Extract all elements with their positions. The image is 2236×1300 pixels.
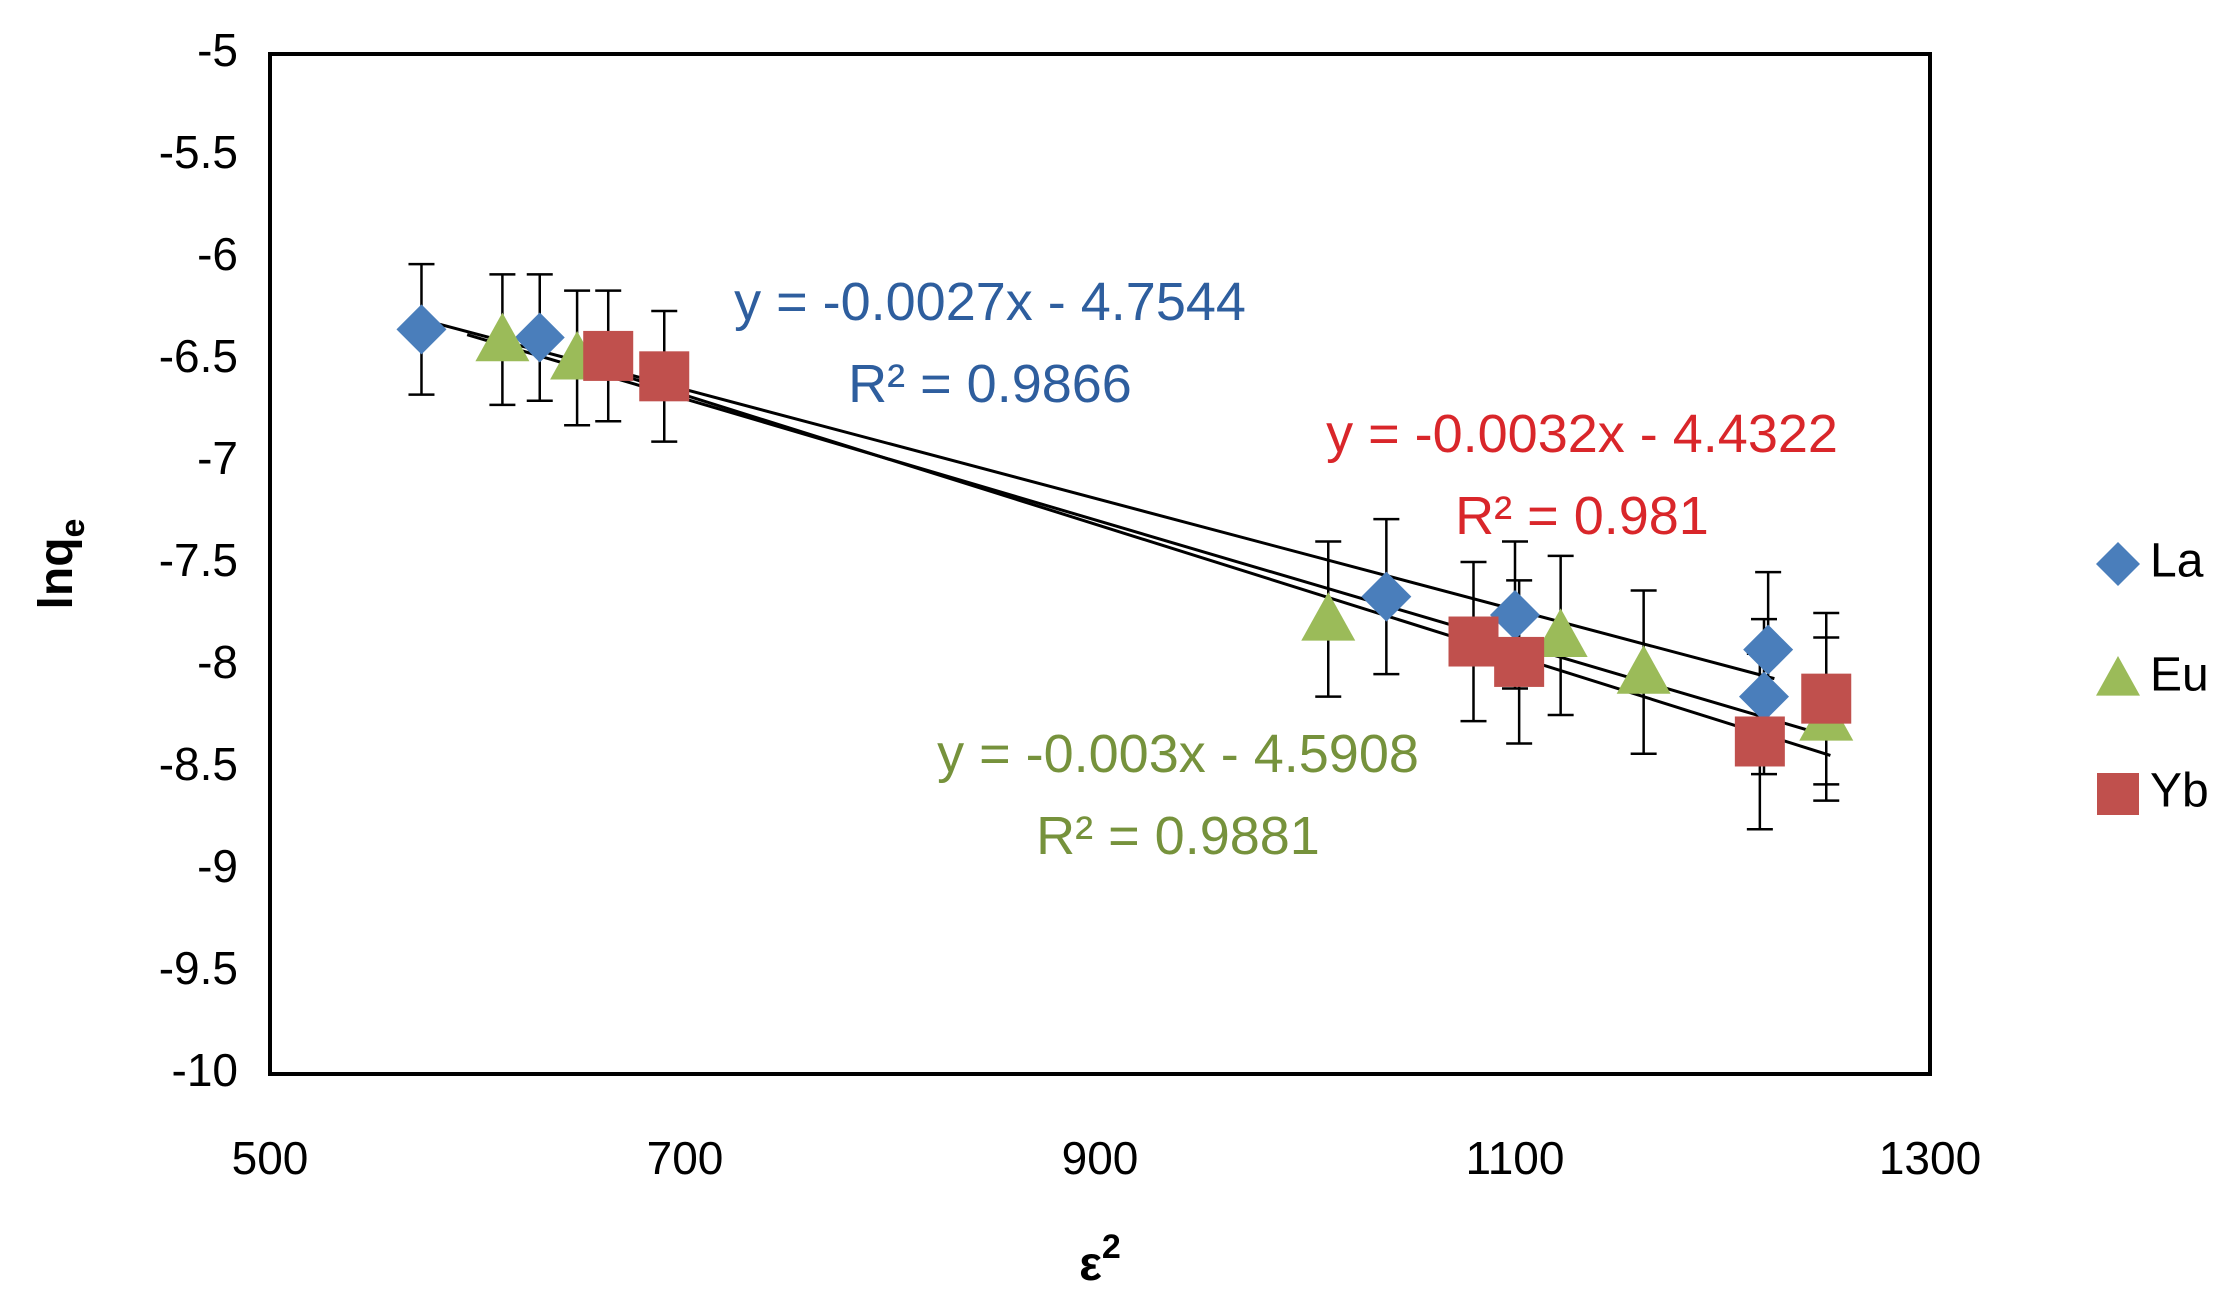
y-axis-title-subscript: e	[54, 519, 92, 538]
eu-point	[1301, 592, 1356, 641]
legend-entry-la: La	[2096, 535, 2204, 588]
yb-point	[583, 330, 634, 381]
yb-equation: y = -0.0032x - 4.4322	[1326, 404, 1838, 464]
y-axis-title-main: lnq	[30, 537, 83, 609]
y-tick-label-6: -6	[197, 228, 238, 280]
la-point	[514, 312, 565, 363]
x-axis-title-superscript: 2	[1102, 1228, 1121, 1266]
y-tick-label-8: -8	[197, 636, 238, 688]
y-tick-label-6-5: -6.5	[159, 330, 238, 382]
legend: La Eu Yb	[2096, 535, 2209, 818]
y-tick-label-7: -7	[197, 432, 238, 484]
legend-label-eu: Eu	[2150, 649, 2209, 702]
legend-marker-yb	[2097, 773, 2139, 815]
x-tick-label-700: 700	[647, 1132, 724, 1184]
yb-point	[1734, 716, 1785, 767]
x-axis-title: ε2	[1079, 1228, 1121, 1291]
la-point	[1743, 624, 1794, 675]
x-axis-tick-labels: 500 700 900 1100 1300	[232, 1132, 1982, 1184]
legend-marker-la	[2096, 542, 2140, 586]
y-tick-label-7-5: -7.5	[159, 534, 238, 586]
legend-marker-eu	[2096, 656, 2140, 696]
y-axis-tick-labels: -5 -5.5 -6 -6.5 -7 -7.5 -8 -8.5 -9 -9.5 -10	[159, 24, 238, 1096]
la-point	[1739, 671, 1789, 722]
la-point	[1361, 571, 1412, 622]
y-tick-label-9: -9	[197, 840, 238, 892]
yb-r2: R² = 0.981	[1455, 486, 1709, 546]
yb-point	[1801, 673, 1852, 724]
y-tick-label-5: -5	[197, 24, 238, 76]
legend-entry-yb: Yb	[2097, 765, 2209, 818]
la-r2: R² = 0.9866	[848, 354, 1132, 414]
yb-point	[1448, 616, 1499, 667]
eu-point	[1533, 608, 1588, 657]
eu-trendline	[466, 333, 1831, 739]
x-tick-label-500: 500	[232, 1132, 309, 1184]
x-tick-label-900: 900	[1062, 1132, 1139, 1184]
legend-entry-eu: Eu	[2096, 649, 2209, 702]
eu-point	[1616, 645, 1671, 694]
legend-label-yb: Yb	[2150, 765, 2209, 818]
x-axis-title-main: ε	[1079, 1238, 1102, 1291]
yb-point	[1494, 636, 1545, 687]
y-tick-label-8-5: -8.5	[159, 738, 238, 790]
la-point	[1490, 590, 1540, 640]
eu-equation: y = -0.003x - 4.5908	[937, 724, 1419, 784]
x-tick-label-1100: 1100	[1466, 1132, 1565, 1184]
data-points	[396, 304, 1854, 767]
x-tick-label-1300: 1300	[1879, 1132, 1981, 1184]
yb-point	[639, 351, 690, 402]
plot-area	[268, 52, 1932, 1076]
y-tick-label-5-5: -5.5	[159, 126, 238, 178]
eu-r2: R² = 0.9881	[1036, 806, 1320, 866]
y-axis-title: lnqe	[30, 519, 92, 610]
y-tick-label-10: -10	[172, 1044, 238, 1096]
legend-label-la: La	[2150, 535, 2204, 588]
la-point	[396, 304, 447, 355]
y-tick-label-9-5: -9.5	[159, 942, 238, 994]
la-equation: y = -0.0027x - 4.7544	[734, 272, 1246, 332]
eu-point	[475, 312, 530, 362]
